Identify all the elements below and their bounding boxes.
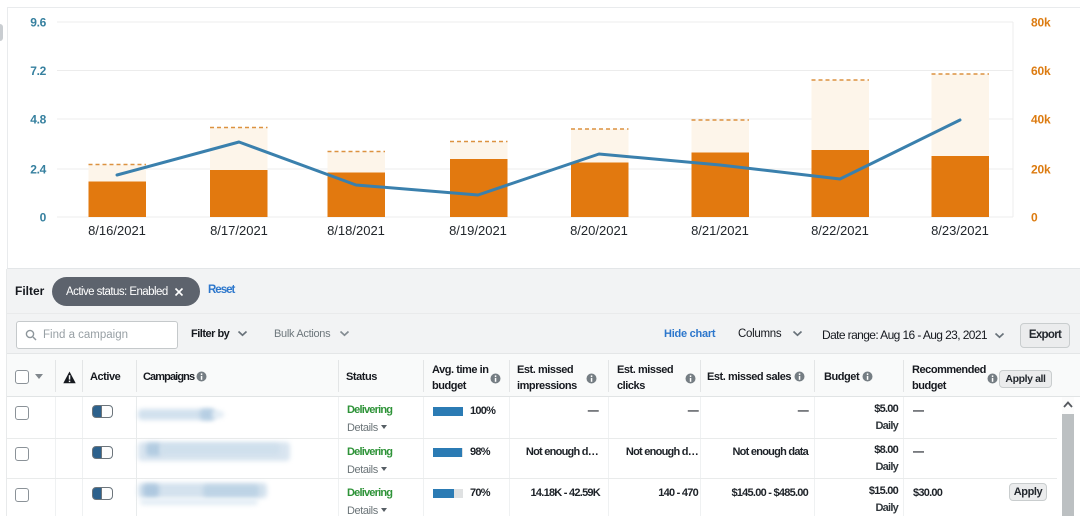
svg-text:8/22/2021: 8/22/2021 bbox=[811, 223, 869, 238]
svg-text:8/20/2021: 8/20/2021 bbox=[570, 223, 628, 238]
svg-text:8/19/2021: 8/19/2021 bbox=[449, 223, 507, 238]
svg-text:8/17/2021: 8/17/2021 bbox=[210, 223, 268, 238]
svg-text:4.8: 4.8 bbox=[30, 112, 46, 126]
svg-text:80k: 80k bbox=[1031, 15, 1051, 29]
svg-text:20k: 20k bbox=[1031, 162, 1051, 176]
svg-text:9.6: 9.6 bbox=[30, 15, 46, 29]
svg-text:60k: 60k bbox=[1031, 64, 1051, 78]
svg-text:40k: 40k bbox=[1031, 112, 1051, 126]
svg-text:7.2: 7.2 bbox=[30, 64, 46, 78]
svg-text:0: 0 bbox=[1031, 210, 1038, 224]
svg-text:8/23/2021: 8/23/2021 bbox=[931, 223, 989, 238]
svg-text:0: 0 bbox=[40, 210, 47, 224]
svg-text:8/18/2021: 8/18/2021 bbox=[327, 223, 385, 238]
svg-text:8/21/2021: 8/21/2021 bbox=[691, 223, 749, 238]
svg-text:2.4: 2.4 bbox=[30, 162, 46, 176]
svg-text:8/16/2021: 8/16/2021 bbox=[88, 223, 146, 238]
